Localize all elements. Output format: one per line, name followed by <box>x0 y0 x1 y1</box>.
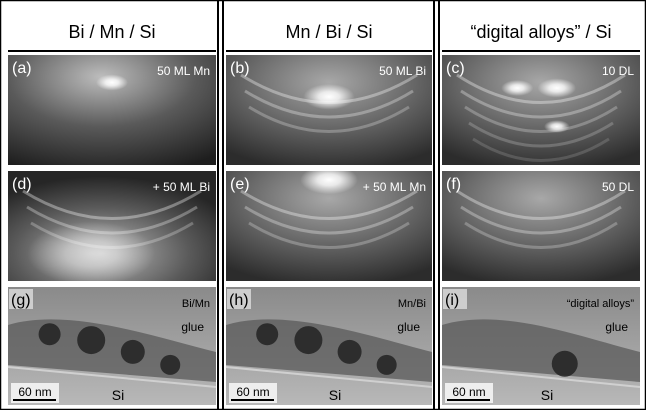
grain <box>377 355 397 375</box>
substrate-label: Si <box>541 387 553 403</box>
grain <box>256 323 278 345</box>
panel: (f) 50 DL <box>442 171 640 281</box>
panel-label: (c) <box>446 60 465 77</box>
divider <box>433 0 435 410</box>
divider <box>217 0 219 410</box>
panel: (e) + 50 ML Mn <box>226 165 432 281</box>
substrate-label: Si <box>112 387 124 403</box>
diffraction-spot <box>303 84 354 110</box>
column-header: Mn / Bi / Si <box>285 22 372 42</box>
panel-label: (f) <box>446 176 461 193</box>
panel: (i) “digital alloys” glue 60 nm Si <box>442 287 640 405</box>
grain <box>77 326 105 354</box>
grain <box>39 323 61 345</box>
panel-caption: + 50 ML Mn <box>363 180 426 194</box>
diffraction-spot <box>501 80 533 96</box>
panel-label: (b) <box>230 60 250 77</box>
layer-label: glue <box>605 320 628 334</box>
panel-label: (e) <box>230 176 250 193</box>
panel-caption: 50 ML Bi <box>379 64 426 78</box>
panel-caption: Mn/Bi <box>398 298 426 310</box>
column-header: “digital alloys” / Si <box>470 22 611 42</box>
figure: Bi / Mn / Si (a) 50 ML Mn (d) + 50 ML Bi (g) B… <box>0 0 646 410</box>
diffraction-spot <box>544 120 570 133</box>
scale-label: 60 nm <box>236 385 269 399</box>
panel-caption: “digital alloys” <box>567 298 635 310</box>
panel-caption: 10 DL <box>602 64 634 78</box>
panel: (c) 10 DL <box>442 55 640 165</box>
column-header: Bi / Mn / Si <box>68 22 155 42</box>
panel-caption: + 50 ML Bi <box>153 180 210 194</box>
grain <box>121 340 145 364</box>
diffraction-spot <box>300 165 358 194</box>
panel: (b) 50 ML Bi <box>226 55 432 165</box>
panel-caption: 50 ML Mn <box>157 64 210 78</box>
layer-label: glue <box>397 320 420 334</box>
panel: (d) + 50 ML Bi <box>8 171 216 286</box>
diffraction-spot <box>538 78 576 97</box>
panel: (g) Bi/Mn glue 60 nm Si <box>8 287 216 405</box>
diffraction-spot <box>27 222 155 286</box>
divider <box>438 0 440 410</box>
panel-label: (g) <box>11 292 31 309</box>
panel-caption: Bi/Mn <box>182 298 210 310</box>
panel: (a) 50 ML Mn <box>8 55 216 165</box>
substrate-label: Si <box>329 387 341 403</box>
grain <box>160 355 180 375</box>
scale-label: 60 nm <box>18 385 51 399</box>
panel-caption: 50 DL <box>602 180 634 194</box>
grain <box>294 326 322 354</box>
divider <box>222 0 224 410</box>
panel-label: (d) <box>12 176 32 193</box>
panel: (h) Mn/Bi glue 60 nm Si <box>226 287 432 405</box>
scale-label: 60 nm <box>452 385 485 399</box>
panel-label: (i) <box>445 292 459 309</box>
grain <box>338 340 362 364</box>
layer-label: glue <box>181 320 204 334</box>
panel-label: (h) <box>229 292 249 309</box>
grain <box>552 351 578 377</box>
panel-label: (a) <box>12 60 32 77</box>
diffraction-spot <box>96 75 128 91</box>
